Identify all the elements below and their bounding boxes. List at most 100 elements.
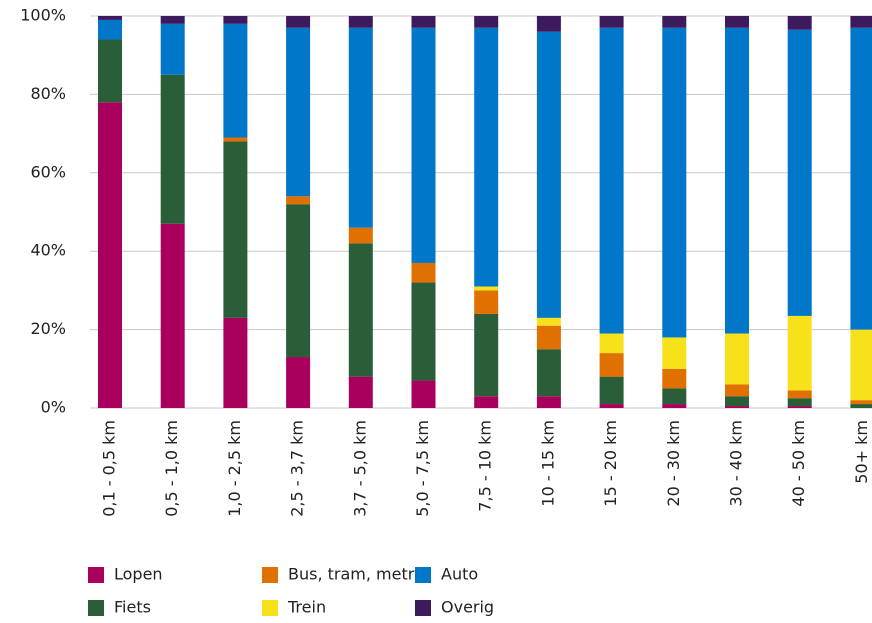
legend-swatch [88, 567, 104, 583]
x-tick-label: 10 - 15 km [538, 420, 557, 507]
legend-swatch [415, 567, 431, 583]
bar-segment [787, 16, 812, 30]
bar-segment [348, 16, 373, 28]
x-tick-label: 20 - 30 km [664, 420, 683, 507]
bar-segment [725, 16, 749, 28]
bar-segment [787, 390, 812, 399]
bar-segment [599, 333, 624, 354]
bar-segment [662, 404, 687, 408]
bar-segment [474, 313, 499, 397]
bar-segment [160, 74, 185, 224]
bar-segment [98, 16, 122, 20]
x-tick-label: 0,5 - 1,0 km [162, 420, 181, 517]
bar-segment [662, 337, 687, 369]
bar-segment [787, 398, 812, 407]
bar-segment [536, 349, 561, 397]
bar-segment [348, 27, 373, 228]
x-tick-label: 2,5 - 3,7 km [288, 420, 307, 517]
bar-segment [474, 290, 499, 314]
bar-segment [223, 141, 248, 318]
bar-segment [536, 396, 561, 408]
y-tick-label: 20% [30, 319, 66, 338]
bar-segment [223, 16, 248, 24]
bar-segment [286, 27, 311, 197]
legend-label: Overig [441, 598, 494, 617]
legend-label: Trein [287, 598, 326, 617]
x-tick-label: 15 - 20 km [601, 420, 620, 507]
bar-segment [160, 16, 185, 24]
bar-segment [662, 388, 687, 405]
bar-segment [599, 16, 624, 28]
legend-swatch [262, 567, 278, 583]
bar-segment [725, 384, 749, 397]
x-tick-label: 40 - 50 km [789, 420, 808, 507]
bar-segment [850, 404, 872, 408]
bar-segment [599, 353, 624, 377]
x-tick-label: 1,0 - 2,5 km [225, 420, 244, 517]
bar-segment [98, 19, 122, 40]
legend-swatch [415, 600, 431, 616]
legend-swatch [262, 600, 278, 616]
bar-segment [411, 16, 436, 28]
bar-segment [474, 27, 499, 287]
bar-segment [662, 368, 687, 389]
bar-segment [411, 262, 436, 283]
bar-segment [599, 404, 624, 408]
legend-swatch [88, 600, 104, 616]
bar-segment [160, 223, 185, 408]
bar-segment [536, 325, 561, 350]
bar-segment [850, 16, 872, 28]
bar-segment [850, 400, 872, 405]
bar-segment [850, 27, 872, 330]
bar-segment [286, 196, 311, 205]
y-tick-label: 60% [30, 162, 66, 181]
bar-segment [98, 102, 122, 409]
bar-segment [98, 39, 122, 103]
x-tick-label: 0,1 - 0,5 km [100, 420, 119, 517]
bar-segment [662, 27, 687, 338]
legend-label: Fiets [114, 598, 151, 617]
bar-segment [411, 27, 436, 263]
y-tick-label: 40% [30, 241, 66, 260]
bar-segment [725, 333, 749, 385]
bar-segment [223, 317, 248, 408]
bar-segment [536, 31, 561, 318]
y-tick-label: 100% [20, 6, 66, 25]
bar-segment [223, 23, 248, 138]
bar-segment [536, 16, 561, 32]
bar-segment [787, 406, 812, 408]
bar-segment [787, 315, 812, 391]
bar-segment [348, 227, 373, 244]
bar-segment [348, 243, 373, 377]
bar-segment [411, 380, 436, 408]
bar-segment [223, 137, 248, 142]
x-tick-label: 3,7 - 5,0 km [350, 420, 369, 517]
bar-segment [725, 396, 749, 407]
x-tick-label: 5,0 - 7,5 km [413, 420, 432, 517]
x-tick-label: 7,5 - 10 km [476, 420, 495, 512]
bar-segment [599, 376, 624, 405]
bar-segment [160, 23, 185, 75]
bar-segment [474, 16, 499, 28]
bar-segment [474, 396, 499, 408]
legend-label: Lopen [114, 565, 163, 584]
bar-segment [599, 27, 624, 334]
bar-segment [725, 406, 749, 408]
x-tick-label: 30 - 40 km [727, 420, 746, 507]
bar-segment [850, 329, 872, 401]
bar-segment [286, 204, 311, 358]
x-tick-label: 50+ km [852, 420, 871, 484]
bar-segment [787, 29, 812, 316]
bar-segment [411, 282, 436, 381]
bar-segment [474, 286, 499, 291]
bar-segment [286, 16, 311, 28]
bar-segment [348, 376, 373, 408]
legend-label: Bus, tram, metro [288, 565, 424, 584]
y-tick-label: 0% [41, 398, 66, 417]
y-tick-label: 80% [30, 84, 66, 103]
bar-segment [536, 317, 561, 326]
legend-label: Auto [441, 565, 478, 584]
bar-segment [286, 357, 311, 408]
bar-segment [662, 16, 687, 28]
